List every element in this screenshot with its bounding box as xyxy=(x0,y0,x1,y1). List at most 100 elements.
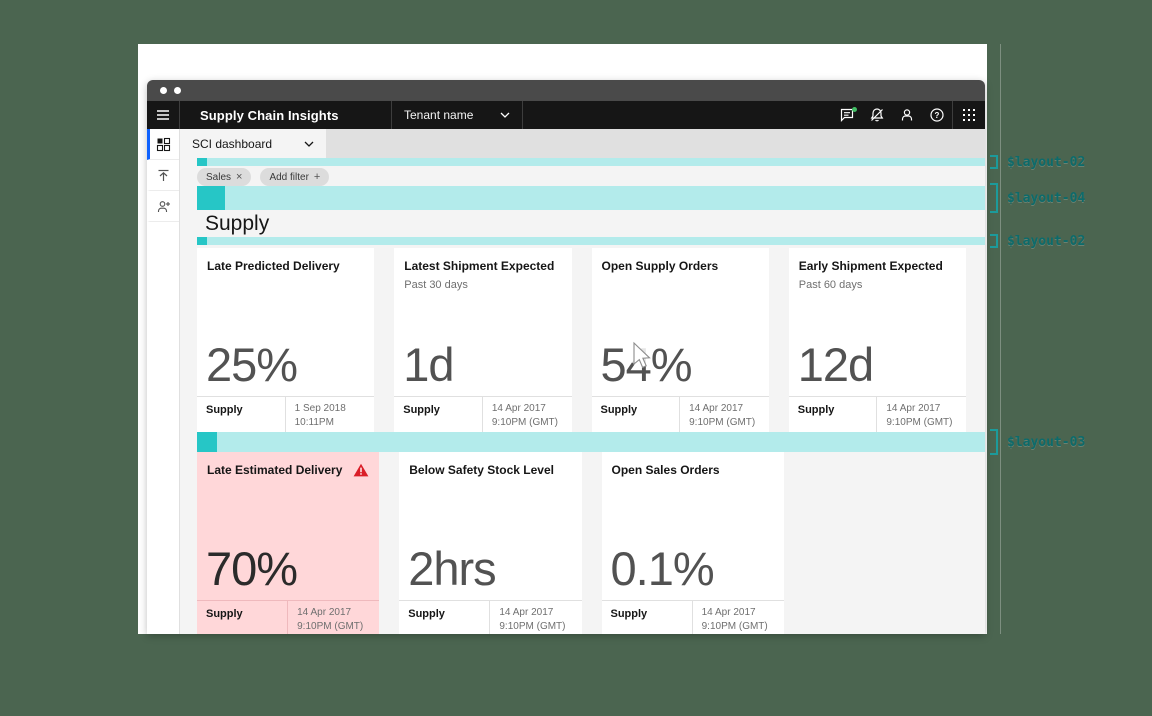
kpi-card-late-estimated-delivery[interactable]: Late Estimated Delivery 70% Supply 14 Ap… xyxy=(197,452,380,634)
section-title: Supply xyxy=(205,212,270,235)
header-divider xyxy=(391,101,392,129)
tenant-label: Tenant name xyxy=(404,108,474,122)
card-footer: Supply 14 Apr 2017 9:10PM (GMT) xyxy=(788,396,966,432)
window-titlebar xyxy=(147,80,985,101)
spacing-bar-layout-04 xyxy=(197,186,985,210)
card-value: 1d xyxy=(403,338,454,391)
footer-date-line2: 9:10PM (GMT) xyxy=(297,620,364,632)
footer-date-line1: 1 Sep 2018 xyxy=(294,403,346,414)
canvas: Supply Chain Insights Tenant name xyxy=(138,44,987,634)
rail-item-dashboard[interactable] xyxy=(147,129,179,160)
close-icon[interactable]: × xyxy=(236,171,243,183)
footer-date-line1: 14 Apr 2017 xyxy=(886,403,941,414)
app-window: Supply Chain Insights Tenant name xyxy=(147,80,985,634)
add-filter-tag[interactable]: Add filter + xyxy=(260,168,330,186)
kpi-card-early-shipment-expected[interactable]: Early Shipment Expected Past 60 days 12d… xyxy=(788,248,966,432)
spacing-bar-layout-03 xyxy=(197,432,985,452)
annotation-layout-02-a: $layout-02 xyxy=(990,154,1086,170)
spacing-token-swatch xyxy=(197,186,225,210)
card-footer-label: Supply xyxy=(197,601,289,634)
annotation-layout-03: $layout-03 xyxy=(990,429,1085,455)
card-footer-date: 1 Sep 2018 10:11PM xyxy=(286,397,375,432)
window-body: SCI dashboard Sales × Add filter xyxy=(147,129,985,634)
card-title: Late Predicted Delivery xyxy=(207,259,340,273)
filter-tag-label: Sales xyxy=(206,171,232,183)
card-value: 12d xyxy=(797,338,874,391)
card-footer-date: 14 Apr 2017 9:10PM (GMT) xyxy=(490,601,581,634)
help-icon: ? xyxy=(929,107,945,123)
footer-date-line2: 9:10PM (GMT) xyxy=(701,620,768,632)
plus-icon: + xyxy=(313,171,321,183)
chat-icon xyxy=(839,107,855,123)
kpi-card-open-supply-orders[interactable]: Open Supply Orders 54% Supply 14 Apr 201… xyxy=(591,248,769,432)
footer-date-line2: 10:11PM xyxy=(294,416,334,428)
header-divider xyxy=(522,101,523,129)
menu-button[interactable] xyxy=(147,101,179,129)
filter-tag-sales[interactable]: Sales × xyxy=(197,168,252,186)
bracket-icon xyxy=(990,183,998,213)
card-title: Latest Shipment Expected xyxy=(404,259,555,273)
card-title: Late Estimated Delivery xyxy=(207,463,343,477)
card-value: 0.1% xyxy=(610,542,715,595)
chat-button[interactable] xyxy=(832,101,862,129)
rail-item-add-user[interactable] xyxy=(147,191,179,222)
card-footer-date: 14 Apr 2017 9:10PM (GMT) xyxy=(680,397,769,432)
annotation-label: $layout-04 xyxy=(1007,190,1086,206)
annotation-label: $layout-03 xyxy=(1007,434,1086,450)
user-button[interactable] xyxy=(892,101,922,129)
left-rail xyxy=(147,129,180,634)
card-footer-label: Supply xyxy=(394,397,483,432)
card-footer: Supply 14 Apr 2017 9:10PM (GMT) xyxy=(197,600,380,634)
window-dot-2[interactable] xyxy=(174,87,181,94)
footer-date-line1: 14 Apr 2017 xyxy=(499,607,554,618)
app-switcher-button[interactable] xyxy=(953,101,985,129)
card-title: Below Safety Stock Level xyxy=(409,463,554,477)
card-footer-date: 14 Apr 2017 9:10PM (GMT) xyxy=(483,397,572,432)
card-footer: Supply 1 Sep 2018 10:11PM xyxy=(197,396,375,432)
user-icon xyxy=(899,107,915,123)
notification-dot xyxy=(852,107,857,112)
warning-icon xyxy=(353,463,369,477)
kpi-card-late-predicted-delivery[interactable]: Late Predicted Delivery 25% Supply 1 Sep… xyxy=(197,248,375,432)
card-footer-label: Supply xyxy=(592,397,681,432)
header-spacer xyxy=(523,101,832,129)
annotation-label: $layout-02 xyxy=(1007,154,1086,170)
card-footer-label: Supply xyxy=(399,601,491,634)
mouse-cursor xyxy=(627,340,653,374)
footer-date-line2: 9:10PM (GMT) xyxy=(689,416,756,428)
card-title: Open Supply Orders xyxy=(601,259,719,273)
card-value: 2hrs xyxy=(408,542,496,595)
card-footer-date: 14 Apr 2017 9:10PM (GMT) xyxy=(693,601,784,634)
footer-date-line1: 14 Apr 2017 xyxy=(701,607,756,618)
tenant-select[interactable]: Tenant name xyxy=(392,101,522,129)
kpi-card-latest-shipment-expected[interactable]: Latest Shipment Expected Past 30 days 1d… xyxy=(394,248,572,432)
app-header: Supply Chain Insights Tenant name xyxy=(147,101,985,129)
spacing-token-swatch xyxy=(197,158,207,166)
bell-slash-icon xyxy=(869,107,885,123)
card-subtitle: Past 60 days xyxy=(798,278,863,291)
header-divider xyxy=(952,101,953,129)
kpi-card-open-sales-orders[interactable]: Open Sales Orders 0.1% Supply 14 Apr 201… xyxy=(601,452,784,634)
grid-icon xyxy=(962,108,976,122)
dashboard-select[interactable]: SCI dashboard xyxy=(180,129,326,158)
spacing-token-swatch xyxy=(197,432,217,452)
footer-date-line2: 9:10PM (GMT) xyxy=(499,620,566,632)
card-value: 25% xyxy=(206,338,298,391)
kpi-card-below-safety-stock-level[interactable]: Below Safety Stock Level 2hrs Supply 14 … xyxy=(399,452,582,634)
card-footer: Supply 14 Apr 2017 9:10PM (GMT) xyxy=(399,600,582,634)
chevron-down-icon xyxy=(304,141,314,147)
dashboard-select-value: SCI dashboard xyxy=(192,136,273,151)
card-footer-label: Supply xyxy=(602,601,693,634)
window-dot-1[interactable] xyxy=(160,87,167,94)
notifications-off-button[interactable] xyxy=(862,101,892,129)
app-title: Supply Chain Insights xyxy=(200,107,339,123)
footer-date-line2: 9:10PM (GMT) xyxy=(886,416,953,428)
help-button[interactable]: ? xyxy=(922,101,952,129)
rail-item-upload[interactable] xyxy=(147,160,179,191)
card-title: Open Sales Orders xyxy=(611,463,720,477)
svg-text:?: ? xyxy=(935,111,940,120)
spacing-bar-layout-02 xyxy=(197,237,985,245)
header-divider xyxy=(179,101,180,129)
card-footer-date: 14 Apr 2017 9:10PM (GMT) xyxy=(877,397,966,432)
